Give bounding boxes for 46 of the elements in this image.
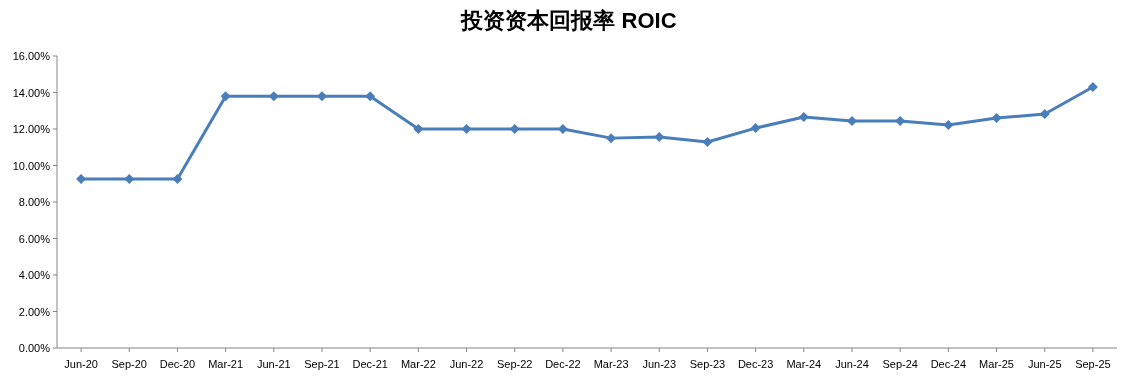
y-tick-label: 4.00% [18,269,51,281]
x-tick-label: Jun-24 [835,358,869,370]
x-tick-label: Dec-22 [545,358,581,370]
x-tick-label: Dec-24 [930,358,967,370]
point [461,124,472,134]
x-tick-label: Mar-24 [786,358,822,370]
point [172,174,183,185]
point [365,91,376,102]
x-tick-label: Sep-23 [689,358,726,370]
x-tick-label: Sep-24 [882,358,918,370]
x-tick-label: Sep-22 [496,358,533,370]
x-tick-label: Mar-22 [400,358,436,370]
chart-title: 投资资本回报率 ROIC [460,8,677,33]
x-tick-label: Mar-21 [208,358,244,370]
y-tick-label: 14.00% [12,86,51,99]
y-tick-label: 10.00% [12,159,51,172]
y-tick-label: 12.00% [12,123,51,135]
y-tick-label: 16.00% [12,50,51,62]
y-tick-label: 8.00% [18,196,51,208]
x-tick-label: Dec-21 [352,358,388,370]
point [847,115,857,126]
x-tick-label: Sep-20 [111,358,148,370]
x-tick-label: Dec-23 [737,358,774,370]
x-tick-label: Jun-21 [257,358,291,370]
y-tick-label: 2.00% [18,305,51,318]
x-tick-label: Jun-20 [64,358,98,370]
point [798,111,809,122]
point [702,136,713,147]
x-tick-label: Jun-23 [642,358,677,370]
x-tick-label: Jun-25 [1027,358,1062,370]
point [220,91,231,102]
x-tick-label: Sep-25 [1075,358,1111,370]
point [317,91,327,102]
x-tick-label: Jun-22 [449,358,484,370]
point [943,119,954,130]
point [413,124,424,134]
x-tick-label: Dec-20 [159,358,196,370]
y-tick-label: 6.00% [18,232,51,245]
y-tick-label: 0.00% [18,342,51,354]
point [1087,82,1098,93]
point [606,133,617,144]
x-tick-label: Mar-23 [593,358,629,370]
point [750,123,761,134]
x-tick-label: Mar-25 [979,358,1014,370]
x-tick-label: Sep-21 [304,358,340,370]
point [991,113,1002,124]
